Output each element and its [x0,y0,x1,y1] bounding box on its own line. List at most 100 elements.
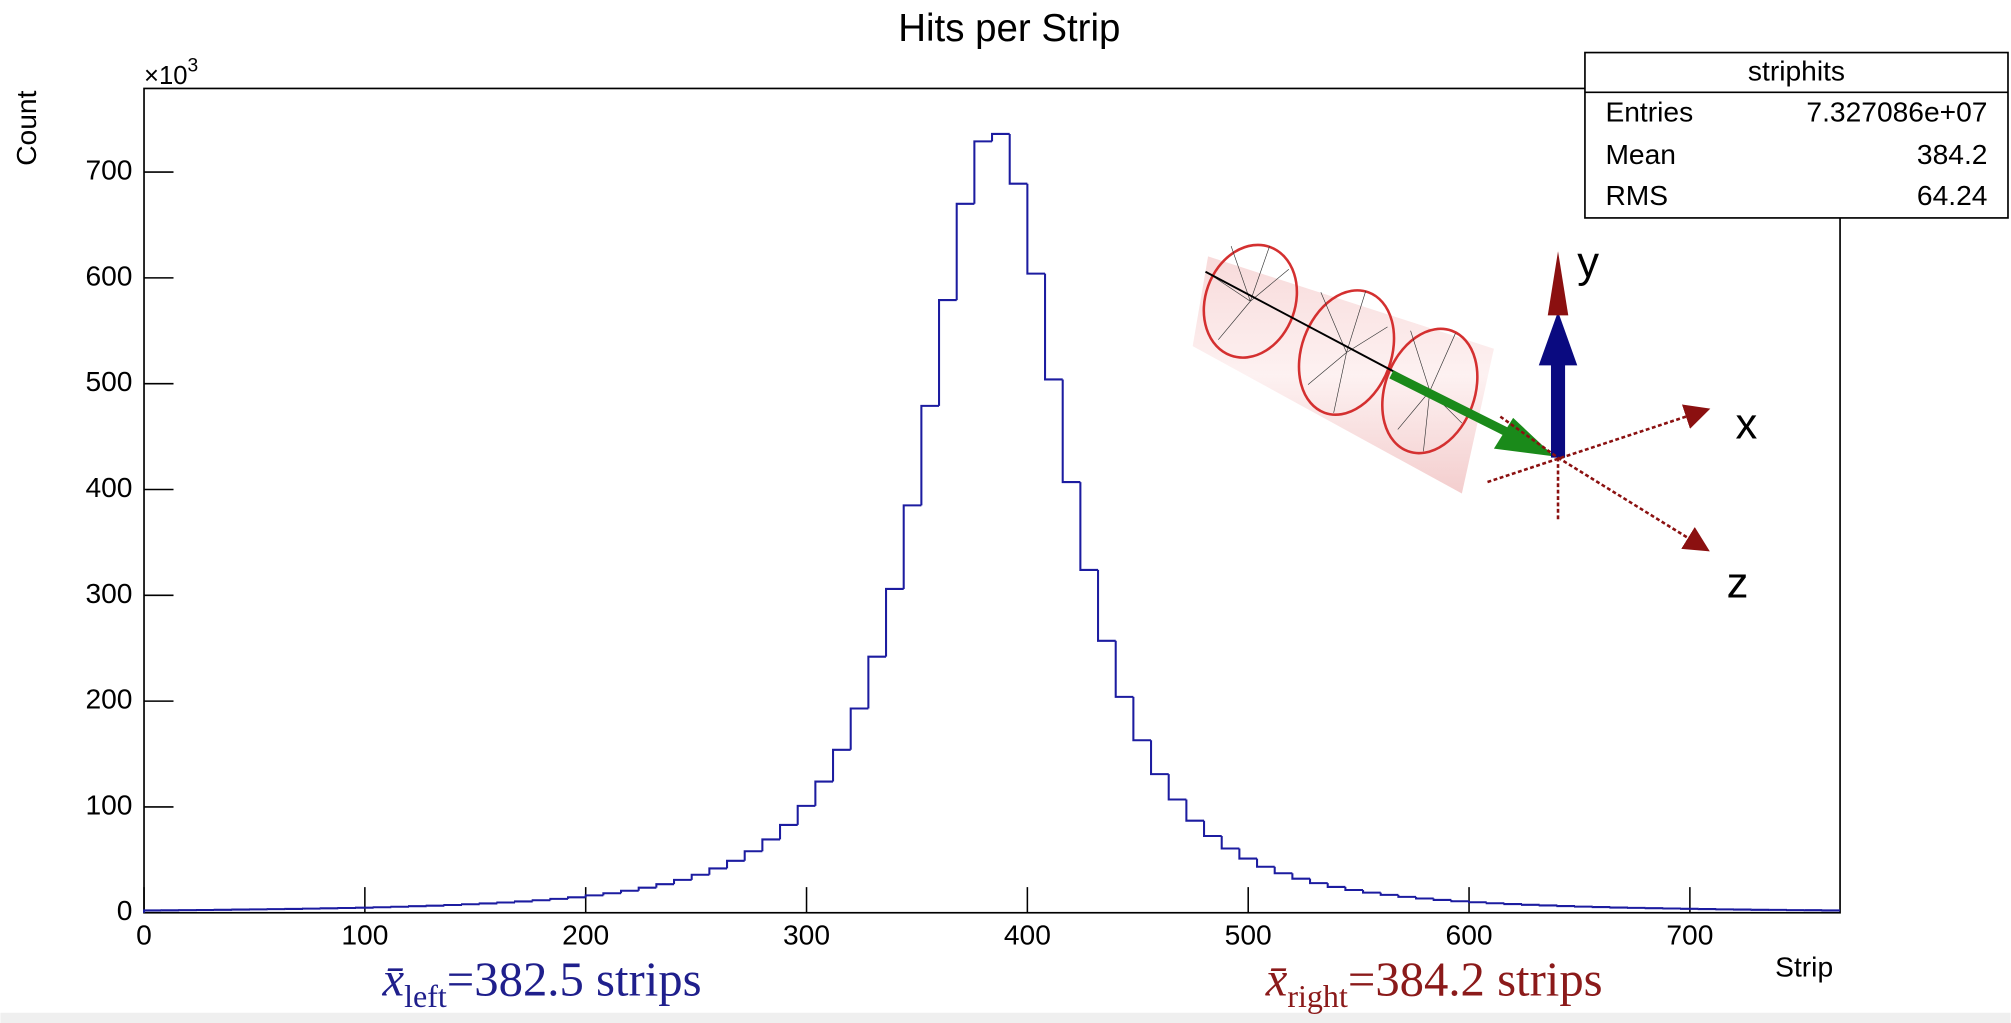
histogram-bin [1450,899,1470,903]
stats-value: 7.327086e+07 [1806,96,1987,128]
blue-arrowhead [1538,311,1578,366]
histogram-bin [514,900,533,903]
histogram-bin [461,903,480,906]
histogram-bin [567,896,586,899]
green-arrow [1389,370,1509,437]
stats-box: striphits [1584,51,2009,219]
y-tick-label: 200 [85,683,132,715]
x-axis-label: Strip [1775,951,1833,983]
histogram-bin [1397,894,1417,898]
y-tick-label: 100 [85,788,132,820]
inset-diagram: y x z [1192,239,1758,607]
annotation-subscript: left [404,978,447,1014]
stats-label: Entries [1605,96,1693,128]
histogram-bin [1468,901,1487,904]
histogram-bin [796,804,816,825]
histogram-bin [390,905,410,908]
histogram-bin [673,878,692,885]
histogram-bin [1203,820,1222,838]
histogram-bin [1538,904,1558,907]
histogram-bin [991,132,1010,142]
histogram-bin [496,901,516,904]
histogram-bin [408,905,427,908]
y-tick-label: 700 [85,154,132,186]
x-tick-label: 400 [1004,919,1051,951]
chart-title: Hits per Strip [898,7,1120,50]
stats-value: 64.24 [1917,179,1988,211]
diagram-label: x [1736,400,1758,448]
y-multiplier-exponent: 3 [187,56,198,77]
histogram-bin [1167,774,1187,801]
y-axis-label: Count [10,90,42,165]
histogram-bin [1008,133,1028,185]
diagram-label: z [1727,559,1749,607]
histogram-bin [761,838,781,852]
histogram-bin [443,904,463,907]
y-arrowhead [1547,251,1569,316]
histogram-bin [1556,905,1576,908]
y-multiplier: ×103 [144,56,198,90]
histogram-bin [655,883,675,888]
annotation-text: =382.5 strips [447,953,702,1007]
histogram-bin [1485,902,1505,905]
y-tick-label: 300 [85,577,132,609]
histogram [143,132,1841,913]
histogram-bin [1326,883,1346,888]
histogram-bin [1432,898,1452,901]
stats-value: 384.2 [1917,138,1988,170]
histogram-bin [1114,640,1134,698]
cylinder [1192,256,1494,494]
histogram-bin [531,899,551,902]
histogram-bin [1574,905,1593,908]
histogram-bin [743,850,763,861]
histogram-bin [1344,886,1364,892]
histogram-bin [637,886,657,891]
x-tick-label: 0 [136,919,152,951]
histogram-bin [620,889,639,894]
histogram-bin [779,823,798,840]
annotation-text: =384.2 strips [1348,953,1603,1007]
histogram-bin [1256,858,1275,868]
histogram-bin [708,867,728,875]
y-tick-label: 600 [85,259,132,291]
histogram-bin [902,504,922,589]
histogram-bin [1220,836,1240,850]
histogram-bin [920,404,940,506]
diagram-label: y [1577,239,1599,287]
annotation-symbol: x̄ [381,953,404,1007]
x-tick-label: 200 [562,919,609,951]
plot-frame [143,87,1841,914]
x-tick-label: 700 [1666,919,1713,951]
green-arrowhead [1493,417,1555,457]
histogram-bin [814,780,834,806]
histogram-bin [602,892,622,896]
x-tick-label: 600 [1446,919,1493,951]
histogram-bin [1521,903,1540,906]
histogram-bin [1609,906,1629,909]
histogram-bin [832,748,851,782]
dotted-axes [1487,404,1711,552]
annotation-subscript: right [1287,978,1348,1014]
y-tick-label: 400 [85,471,132,503]
stats-name: striphits [1748,55,1845,87]
histogram-bin [1503,903,1523,906]
histogram-bin [1379,892,1399,896]
histogram-bin [690,873,710,880]
histogram-bin [1362,890,1381,894]
histogram-bin [726,859,745,869]
histogram-bin [955,202,975,301]
histogram-bin [1150,740,1169,776]
histogram-bin [849,707,869,750]
histogram-bin [1415,896,1434,900]
helix-spokes [1211,246,1463,452]
histogram-bin [1079,482,1099,571]
histogram-bin [584,894,604,898]
histogram-bin [1309,878,1328,885]
histogram-bin [885,587,904,657]
bottom-bar [0,1012,2011,1023]
histogram-bin [143,909,162,913]
histogram-bin [1185,799,1205,822]
stats-frame [1584,51,2009,219]
